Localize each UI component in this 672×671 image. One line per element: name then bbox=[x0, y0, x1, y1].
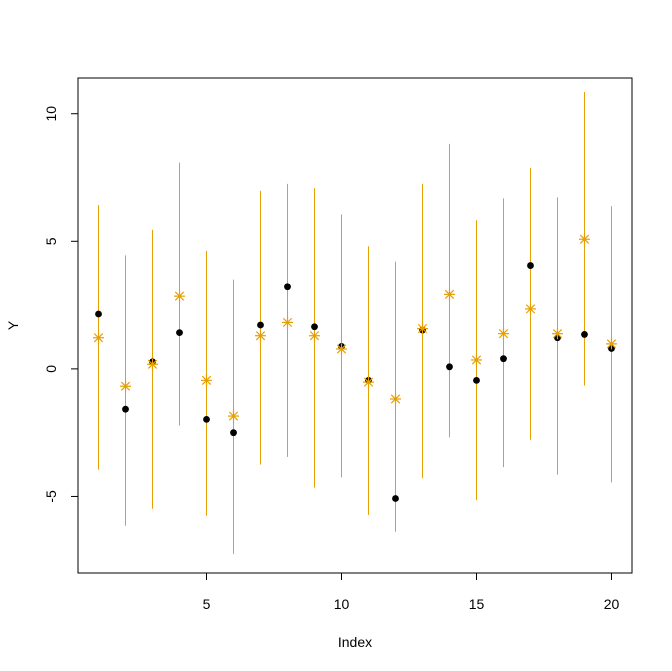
observed-point bbox=[230, 429, 237, 437]
y-axis: -5 0 5 10 bbox=[43, 106, 79, 503]
observed-point bbox=[473, 376, 480, 384]
observed-point bbox=[203, 415, 210, 423]
observed-point bbox=[257, 321, 264, 329]
predicted-point bbox=[416, 323, 428, 335]
interval-lines bbox=[98, 92, 612, 554]
predicted-point bbox=[362, 376, 374, 388]
observed-point bbox=[581, 331, 588, 338]
x-axis: 5 10 15 20 bbox=[203, 572, 620, 612]
predicted-point bbox=[578, 233, 590, 245]
observed-point bbox=[446, 363, 453, 371]
observed-point bbox=[392, 495, 399, 502]
observed-point bbox=[284, 283, 291, 291]
predicted-point bbox=[201, 374, 213, 386]
predicted-point bbox=[228, 410, 240, 422]
x-tick-label: 20 bbox=[604, 596, 620, 612]
y-tick-label: 10 bbox=[43, 106, 59, 122]
predicted-point bbox=[282, 316, 294, 328]
x-tick-label: 10 bbox=[334, 596, 350, 612]
predicted-points bbox=[93, 233, 617, 422]
predicted-point bbox=[389, 393, 401, 405]
predicted-point bbox=[309, 330, 321, 342]
observed-points bbox=[95, 262, 615, 502]
predicted-point bbox=[551, 328, 563, 340]
predicted-point bbox=[255, 330, 267, 342]
predicted-point bbox=[497, 328, 509, 340]
predicted-point bbox=[93, 332, 105, 344]
predicted-point bbox=[470, 354, 482, 366]
predicted-point bbox=[605, 338, 617, 350]
y-tick-label: 0 bbox=[43, 365, 59, 373]
y-tick-label: 5 bbox=[43, 237, 59, 245]
x-tick-label: 5 bbox=[203, 596, 211, 612]
observed-point bbox=[500, 355, 507, 363]
observed-point bbox=[176, 329, 183, 337]
predicted-point bbox=[524, 303, 536, 315]
observed-point bbox=[527, 262, 534, 269]
x-tick-label: 15 bbox=[469, 596, 485, 612]
y-tick-label: -5 bbox=[43, 490, 59, 503]
predicted-point bbox=[147, 358, 159, 370]
plot-frame bbox=[77, 77, 633, 574]
predicted-point bbox=[336, 343, 348, 355]
predicted-point bbox=[120, 380, 132, 392]
predicted-point bbox=[174, 290, 186, 302]
observed-point bbox=[95, 310, 102, 318]
observed-point bbox=[122, 405, 129, 413]
observed-point bbox=[311, 323, 318, 331]
y-axis-label: Y bbox=[5, 320, 21, 330]
x-axis-label: Index bbox=[338, 634, 372, 650]
predicted-point bbox=[443, 288, 455, 300]
